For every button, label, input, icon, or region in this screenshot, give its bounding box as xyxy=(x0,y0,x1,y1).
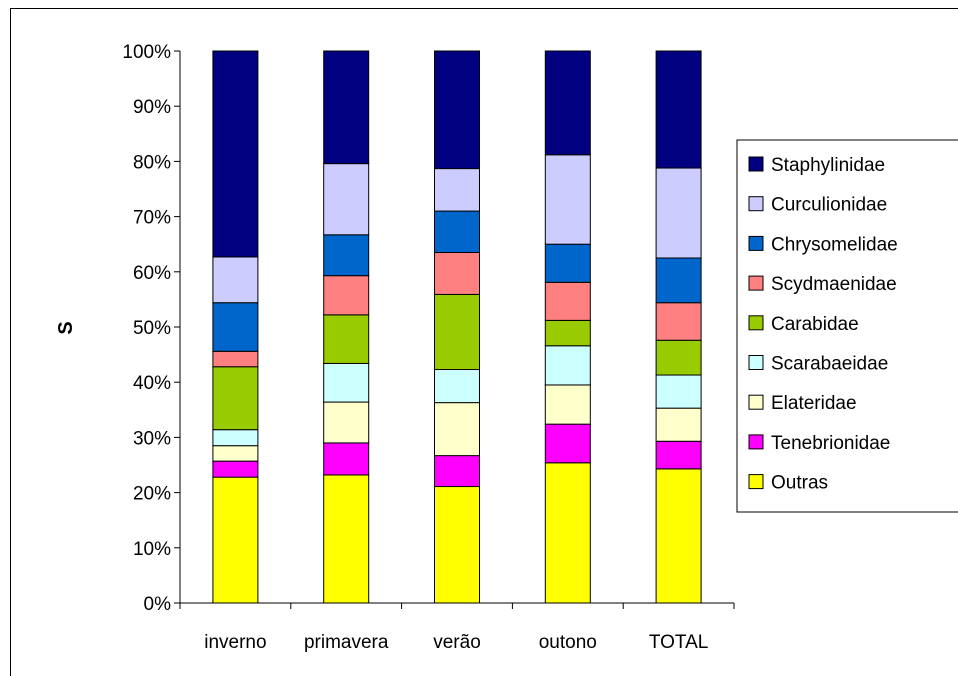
bar-segment xyxy=(434,293,480,371)
legend-entry: Chrysomelidae xyxy=(771,234,898,255)
bar-segment xyxy=(323,314,370,364)
legend-entry: Curculionidae xyxy=(771,195,887,216)
y-tick-label: 0% xyxy=(144,594,172,615)
legend-entry: Tenebrionidae xyxy=(771,433,890,454)
legend-entry: Scarabaeidae xyxy=(771,354,888,375)
bar-segment xyxy=(323,362,370,403)
legend-swatch xyxy=(748,474,764,490)
y-tick-label: 80% xyxy=(133,152,171,173)
y-axis: 0% 10% 20% 30% 40% 50% 60% 70% 80% 90% 100% xyxy=(122,42,181,615)
bar-segment xyxy=(323,474,370,604)
y-tick-label: 60% xyxy=(133,263,171,284)
legend-swatch xyxy=(748,355,764,370)
bar-segment xyxy=(212,460,259,478)
bar-segment xyxy=(544,345,591,386)
bar-segment xyxy=(655,468,702,604)
bar-segment xyxy=(323,163,370,236)
bar-segment xyxy=(434,210,480,253)
bar-segment xyxy=(655,440,702,470)
y-tick-label: 20% xyxy=(133,484,171,505)
bar-segment xyxy=(212,302,259,352)
bar-segment xyxy=(323,234,370,277)
bar-segment xyxy=(434,455,480,488)
x-tick-label: verão xyxy=(433,632,481,653)
x-tick-label: outono xyxy=(539,632,597,653)
bar-segment xyxy=(434,402,480,457)
legend-entry: Staphylinidae xyxy=(771,155,885,176)
legend-swatch xyxy=(748,394,764,410)
bar-segment xyxy=(212,429,259,447)
y-tick-label: 30% xyxy=(133,428,171,449)
bar-segment xyxy=(212,350,259,368)
legend-swatch xyxy=(748,196,764,212)
legend-swatch xyxy=(748,275,764,291)
x-axis: inverno primavera verão outono TOTAL xyxy=(179,602,735,653)
bar-segment xyxy=(544,423,591,464)
bar-segment xyxy=(655,167,702,259)
bar-segment xyxy=(655,50,702,169)
bar-segment xyxy=(544,319,591,347)
bar-segment xyxy=(544,50,591,156)
bar-segment xyxy=(323,50,370,165)
y-tick-label: 50% xyxy=(133,318,171,339)
bar-segment xyxy=(655,302,702,341)
bar-segment xyxy=(434,50,480,170)
bar-segment xyxy=(434,486,480,604)
y-tick-label: 40% xyxy=(133,373,171,394)
bar-segment xyxy=(544,154,591,245)
bar-segment xyxy=(212,445,259,462)
y-axis-label: S xyxy=(55,321,77,334)
legend-entry: Outras xyxy=(771,473,828,494)
bar-segment xyxy=(323,401,370,444)
bar-segment xyxy=(655,407,702,442)
legend-entry: Carabidae xyxy=(771,314,859,335)
legend-swatch xyxy=(748,156,764,172)
x-tick-label: inverno xyxy=(204,632,266,653)
y-tick-label: 90% xyxy=(133,97,171,118)
y-tick-label: 10% xyxy=(133,539,171,560)
bar-segment xyxy=(212,256,259,304)
y-tick-label: 100% xyxy=(122,42,171,63)
chart-area xyxy=(10,8,958,676)
legend-swatch xyxy=(748,315,764,331)
legend-entry: Scydmaenidae xyxy=(771,274,897,295)
bar-segment xyxy=(544,243,591,283)
legend-swatch xyxy=(748,235,764,251)
bar-segment xyxy=(212,366,259,431)
bar-segment xyxy=(655,339,702,376)
bar-segment xyxy=(434,369,480,404)
bar-segment xyxy=(655,257,702,304)
bar-segment xyxy=(212,476,259,604)
bar-segment xyxy=(544,384,591,425)
bar-segment xyxy=(434,251,480,295)
legend: Staphylinidae Curculionidae Chrysomelidae S… xyxy=(736,139,958,513)
bar-segment xyxy=(434,168,480,212)
bar-segment xyxy=(323,442,370,476)
bar-segment xyxy=(544,281,591,321)
bar-segment xyxy=(544,462,591,604)
y-tick-label: 70% xyxy=(133,208,171,229)
bars xyxy=(212,50,702,604)
legend-box xyxy=(736,139,958,513)
legend-swatch xyxy=(748,434,764,450)
x-tick-label: TOTAL xyxy=(649,632,708,653)
bar-segment xyxy=(323,275,370,316)
legend-entry: Elateridae xyxy=(771,393,857,414)
x-tick-label: primavera xyxy=(304,632,389,653)
bar-segment xyxy=(212,50,259,258)
bar-segment xyxy=(655,374,702,409)
